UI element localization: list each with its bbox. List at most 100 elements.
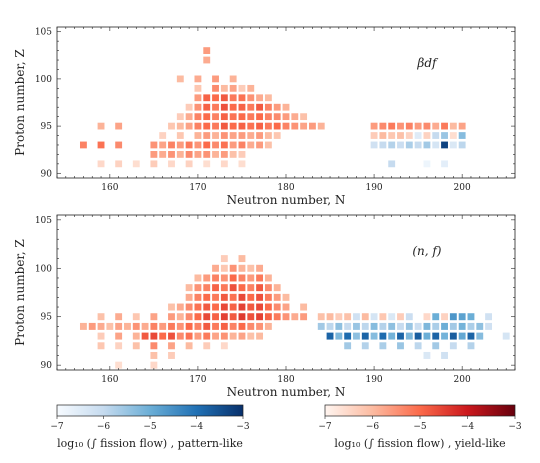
heatmap-cell — [423, 160, 431, 168]
heatmap-cell — [220, 141, 228, 149]
heatmap-cell — [335, 322, 343, 330]
heatmap-cell — [176, 122, 184, 130]
colorbar-tick-label: −6 — [97, 422, 111, 432]
axes-frame — [56, 214, 516, 371]
colorbar-label: log₁₀ (∫ fission flow) , pattern-like — [57, 437, 243, 450]
heatmap-cell — [317, 322, 325, 330]
colorbar-tick-label: −7 — [50, 422, 64, 432]
heatmap-cell — [203, 274, 211, 282]
heatmap-cell — [388, 313, 396, 321]
heatmap-cell — [159, 141, 167, 149]
heatmap-cell — [115, 322, 123, 330]
heatmap-cell — [379, 141, 387, 149]
colorbar-tick-label: −3 — [508, 422, 522, 432]
heatmap-cell — [432, 322, 440, 330]
heatmap-cell — [414, 122, 422, 130]
heatmap-cell — [256, 122, 264, 130]
y-tick-label: 90 — [41, 361, 53, 371]
heatmap-cell — [212, 313, 219, 321]
heatmap-cell — [220, 132, 228, 139]
heatmap-cell — [194, 322, 202, 330]
heatmap-cell — [344, 332, 352, 340]
heatmap-cell — [150, 322, 158, 330]
heatmap-cell — [168, 322, 175, 330]
heatmap-cell — [353, 332, 360, 340]
heatmap-cell — [185, 141, 193, 149]
heatmap-cell — [458, 122, 466, 130]
heatmap-cell — [370, 322, 378, 330]
heatmap-cell — [282, 293, 290, 301]
heatmap-cell — [247, 313, 255, 321]
heatmap-cell — [441, 141, 448, 149]
heatmap-cell — [132, 342, 140, 350]
heatmap-cell — [229, 84, 237, 92]
heatmap-cell — [388, 141, 396, 149]
heatmap-cell — [300, 313, 308, 321]
heatmap-cell — [194, 284, 202, 292]
x-axis-label: Neutron number, N — [227, 193, 346, 207]
heatmap-cell — [238, 84, 246, 92]
heatmap-cell — [194, 122, 202, 130]
heatmap-cell — [203, 132, 211, 139]
heatmap-cell — [203, 56, 211, 64]
heatmap-cell — [264, 122, 272, 130]
heatmap-cell — [212, 322, 219, 330]
heatmap-cell — [203, 332, 211, 340]
heatmap-cell — [229, 103, 237, 111]
heatmap-cell — [388, 160, 396, 168]
colorbar-tick-label: −5 — [143, 422, 157, 432]
heatmap-cell — [229, 322, 237, 330]
heatmap-cell — [176, 75, 184, 83]
heatmap-cell — [220, 264, 228, 272]
heatmap-cell — [441, 132, 448, 139]
heatmap-cell — [238, 332, 246, 340]
heatmap-cell — [256, 322, 264, 330]
heatmap-cell — [238, 113, 246, 121]
heatmap-cell — [247, 264, 255, 272]
heatmap-cell — [115, 122, 123, 130]
heatmap-cell — [308, 122, 316, 130]
heatmap-cell — [229, 151, 237, 158]
heatmap-cell — [212, 284, 219, 292]
heatmap-cell — [150, 342, 158, 350]
heatmap-cell — [212, 122, 219, 130]
x-tick-label: 190 — [365, 183, 382, 193]
heatmap-cell — [432, 132, 440, 139]
heatmap-cell — [194, 332, 202, 340]
heatmap-cell — [282, 103, 290, 111]
heatmap-cell — [194, 151, 202, 158]
heatmap-cell — [115, 313, 123, 321]
x-tick-label: 180 — [277, 375, 294, 385]
heatmap-cell — [414, 342, 422, 350]
heatmap-cell — [405, 132, 413, 139]
heatmap-cell — [203, 122, 211, 130]
heatmap-cell — [194, 313, 202, 321]
heatmap-cell — [397, 332, 404, 340]
heatmap-cell — [247, 274, 255, 282]
heatmap-cell — [212, 141, 219, 149]
heatmap-cell — [449, 313, 457, 321]
heatmap-cell — [185, 113, 193, 121]
x-axis-label: Neutron number, N — [227, 385, 346, 399]
colorbar-tick-label: −5 — [413, 422, 427, 432]
heatmap-cell — [379, 132, 387, 139]
panel-annotation: (n, f) — [412, 244, 441, 258]
heatmap-cell — [264, 322, 272, 330]
heatmap-cell — [194, 303, 202, 311]
heatmap-cell — [458, 132, 466, 139]
heatmap-cell — [273, 132, 281, 139]
heatmap-cell — [185, 332, 193, 340]
heatmap-cell — [176, 303, 184, 311]
heatmap-cell — [247, 84, 255, 92]
heatmap-cell — [168, 141, 175, 149]
heatmap-cell — [423, 351, 431, 359]
heatmap-cell — [423, 322, 431, 330]
y-tick-label: 105 — [35, 28, 52, 38]
heatmap-cell — [282, 113, 290, 121]
heatmap-cell — [273, 284, 281, 292]
heatmap-cell — [106, 322, 114, 330]
heatmap-cell — [485, 322, 493, 330]
heatmap-cell — [397, 141, 404, 149]
heatmap-cell — [176, 332, 184, 340]
heatmap-cell — [194, 84, 202, 92]
